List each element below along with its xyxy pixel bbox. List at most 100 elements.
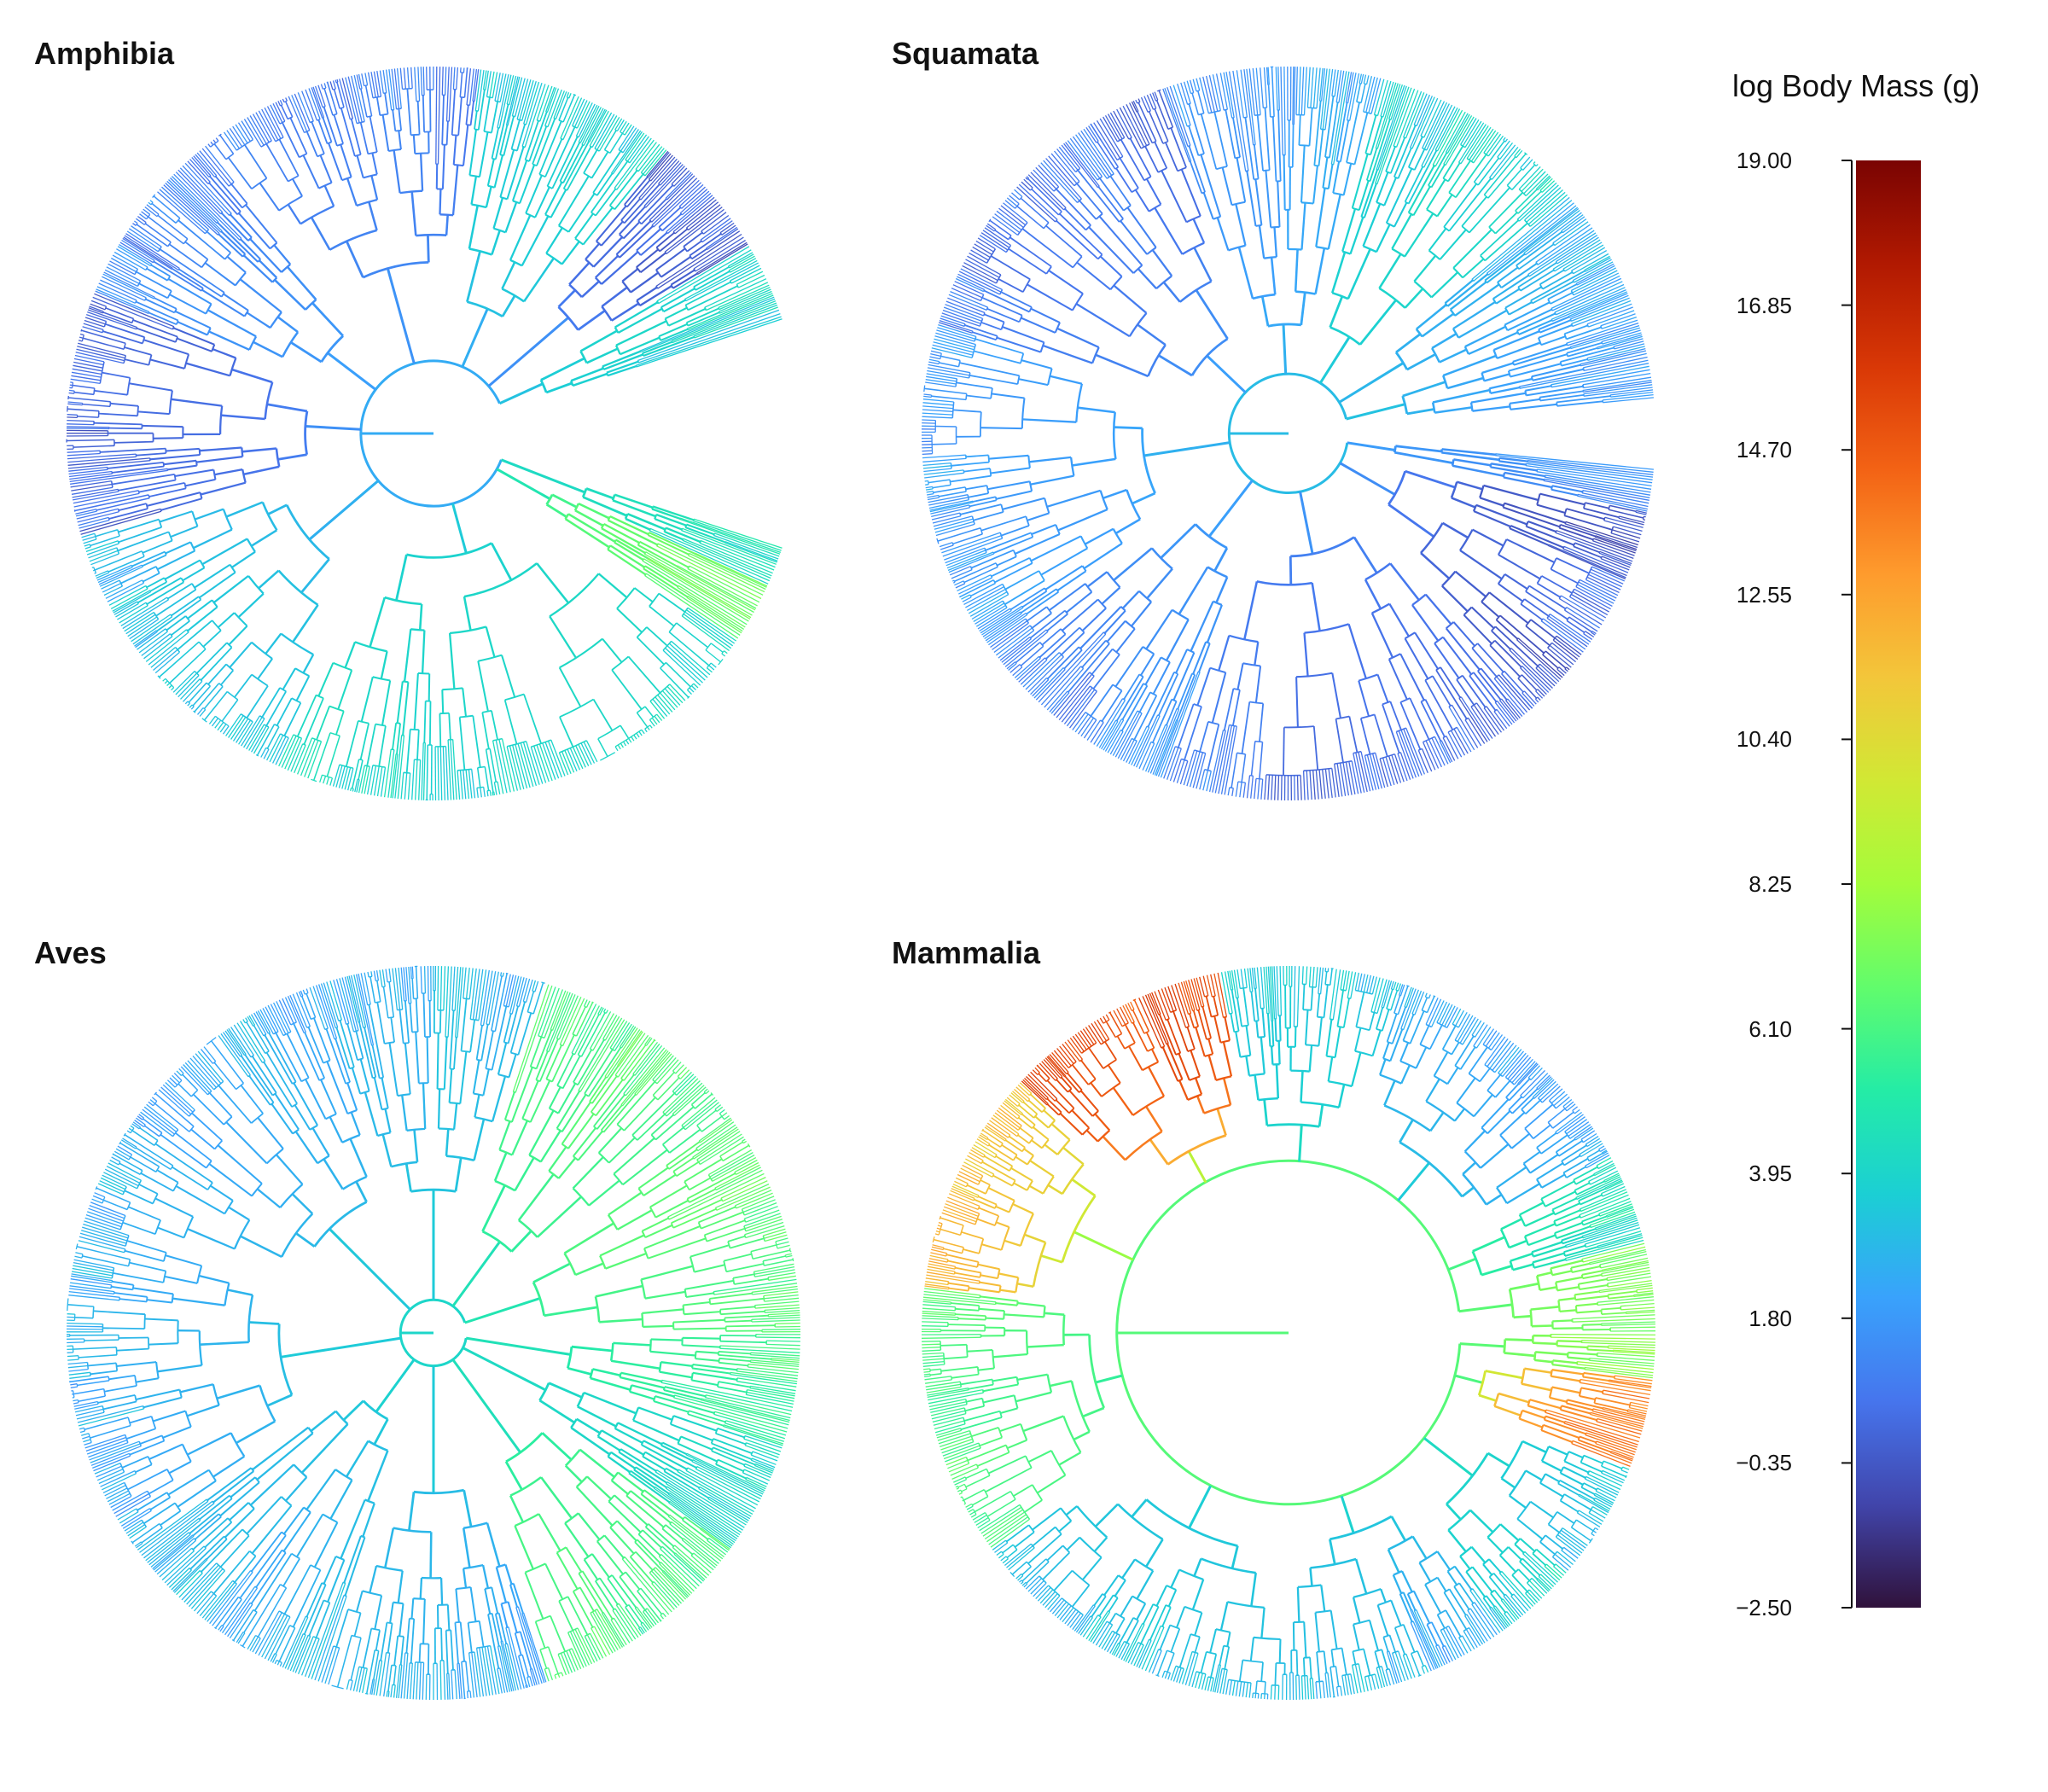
terminal-branch <box>1390 84 1404 120</box>
terminal-branch <box>957 276 985 291</box>
terminal-branch <box>969 253 987 264</box>
terminal-branch <box>523 81 537 125</box>
terminal-branch <box>137 628 166 650</box>
internal-branch <box>1313 101 1322 166</box>
internal-branch <box>329 1116 344 1143</box>
terminal-branch <box>640 158 678 201</box>
node-arc <box>1561 230 1563 234</box>
terminal-branch <box>1619 515 1645 524</box>
terminal-branch <box>1528 232 1597 277</box>
node-arc <box>974 336 977 342</box>
terminal-branch <box>1113 110 1130 140</box>
internal-branch <box>516 124 526 151</box>
terminal-branch <box>1602 332 1642 345</box>
terminal-branch <box>579 105 600 143</box>
internal-branch <box>581 280 600 299</box>
terminal-branch <box>671 167 688 185</box>
terminal-branch <box>1571 267 1616 292</box>
clade-stem <box>280 1336 402 1359</box>
terminal-branch <box>568 93 572 99</box>
internal-branch <box>628 1472 670 1504</box>
terminal-branch <box>162 678 166 682</box>
node-arc <box>557 305 579 331</box>
internal-branch <box>218 233 244 258</box>
terminal-branch <box>589 110 609 147</box>
terminal-branch <box>71 371 102 378</box>
terminal-branch <box>963 262 998 282</box>
terminal-branch <box>352 1667 360 1691</box>
terminal-branch <box>1597 334 1643 348</box>
internal-branch <box>146 267 168 282</box>
internal-branch <box>1116 676 1144 722</box>
terminal-branch <box>1494 701 1513 725</box>
internal-branch <box>359 723 369 760</box>
internal-branch <box>624 183 660 224</box>
internal-branch <box>199 571 236 599</box>
terminal-branch <box>183 680 203 702</box>
terminal-branch <box>1235 781 1239 797</box>
terminal-branch <box>74 354 105 363</box>
internal-branch <box>682 1336 721 1340</box>
node-arc <box>1507 370 1511 377</box>
internal-branch <box>568 261 591 286</box>
node-arc <box>1483 152 1489 157</box>
terminal-branch <box>975 607 1008 627</box>
node-arc <box>1045 629 1049 632</box>
internal-branch <box>1329 295 1344 329</box>
node-arc <box>584 1553 593 1561</box>
terminal-branch <box>1090 722 1104 743</box>
internal-branch <box>184 478 216 487</box>
internal-branch <box>966 394 992 399</box>
terminal-branch <box>1575 586 1613 607</box>
terminal-branch <box>671 640 711 676</box>
internal-branch <box>1300 145 1306 203</box>
internal-branch <box>637 184 674 222</box>
internal-branch <box>1090 684 1114 717</box>
terminal-branch <box>87 309 137 329</box>
node-arc <box>1252 293 1276 300</box>
terminal-branch <box>625 739 630 745</box>
node-arc <box>1216 166 1228 171</box>
terminal-branch <box>68 468 108 475</box>
terminal-branch <box>1569 324 1640 348</box>
internal-branch <box>1027 606 1048 622</box>
internal-branch <box>273 244 292 265</box>
terminal-branch <box>85 1213 122 1228</box>
terminal-branch <box>578 103 596 138</box>
internal-branch <box>649 532 695 555</box>
terminal-branch <box>1537 468 1652 487</box>
terminal-branch <box>153 649 178 671</box>
terminal-branch <box>1364 755 1374 791</box>
internal-branch <box>167 583 193 600</box>
node-arc <box>699 540 702 544</box>
node-arc <box>1063 207 1067 211</box>
node-arc <box>1025 612 1028 615</box>
terminal-branch <box>539 85 553 122</box>
terminal-branch <box>665 647 703 684</box>
node-arc <box>514 1513 539 1527</box>
terminal-branch <box>1451 704 1479 748</box>
internal-branch <box>287 203 302 225</box>
terminal-branch <box>1025 654 1062 690</box>
terminal-branch <box>215 137 219 142</box>
node-arc <box>611 494 616 501</box>
terminal-branch <box>671 300 777 342</box>
internal-branch <box>510 119 521 149</box>
terminal-branch <box>117 246 151 267</box>
terminal-branch <box>346 1679 350 1690</box>
node-arc <box>300 1077 310 1083</box>
internal-branch <box>187 606 218 632</box>
node-arc <box>641 558 645 561</box>
terminal-branch <box>126 1130 131 1134</box>
terminal-branch <box>1537 689 1545 697</box>
terminal-branch <box>1564 609 1598 632</box>
terminal-branch <box>1003 629 1047 666</box>
internal-branch <box>370 175 379 201</box>
node-arc <box>704 1394 707 1398</box>
terminal-branch <box>1564 247 1606 272</box>
internal-branch <box>302 154 320 189</box>
node-arc <box>951 542 954 546</box>
terminal-branch <box>1411 96 1435 149</box>
node-arc <box>971 331 974 334</box>
internal-branch <box>256 724 276 756</box>
